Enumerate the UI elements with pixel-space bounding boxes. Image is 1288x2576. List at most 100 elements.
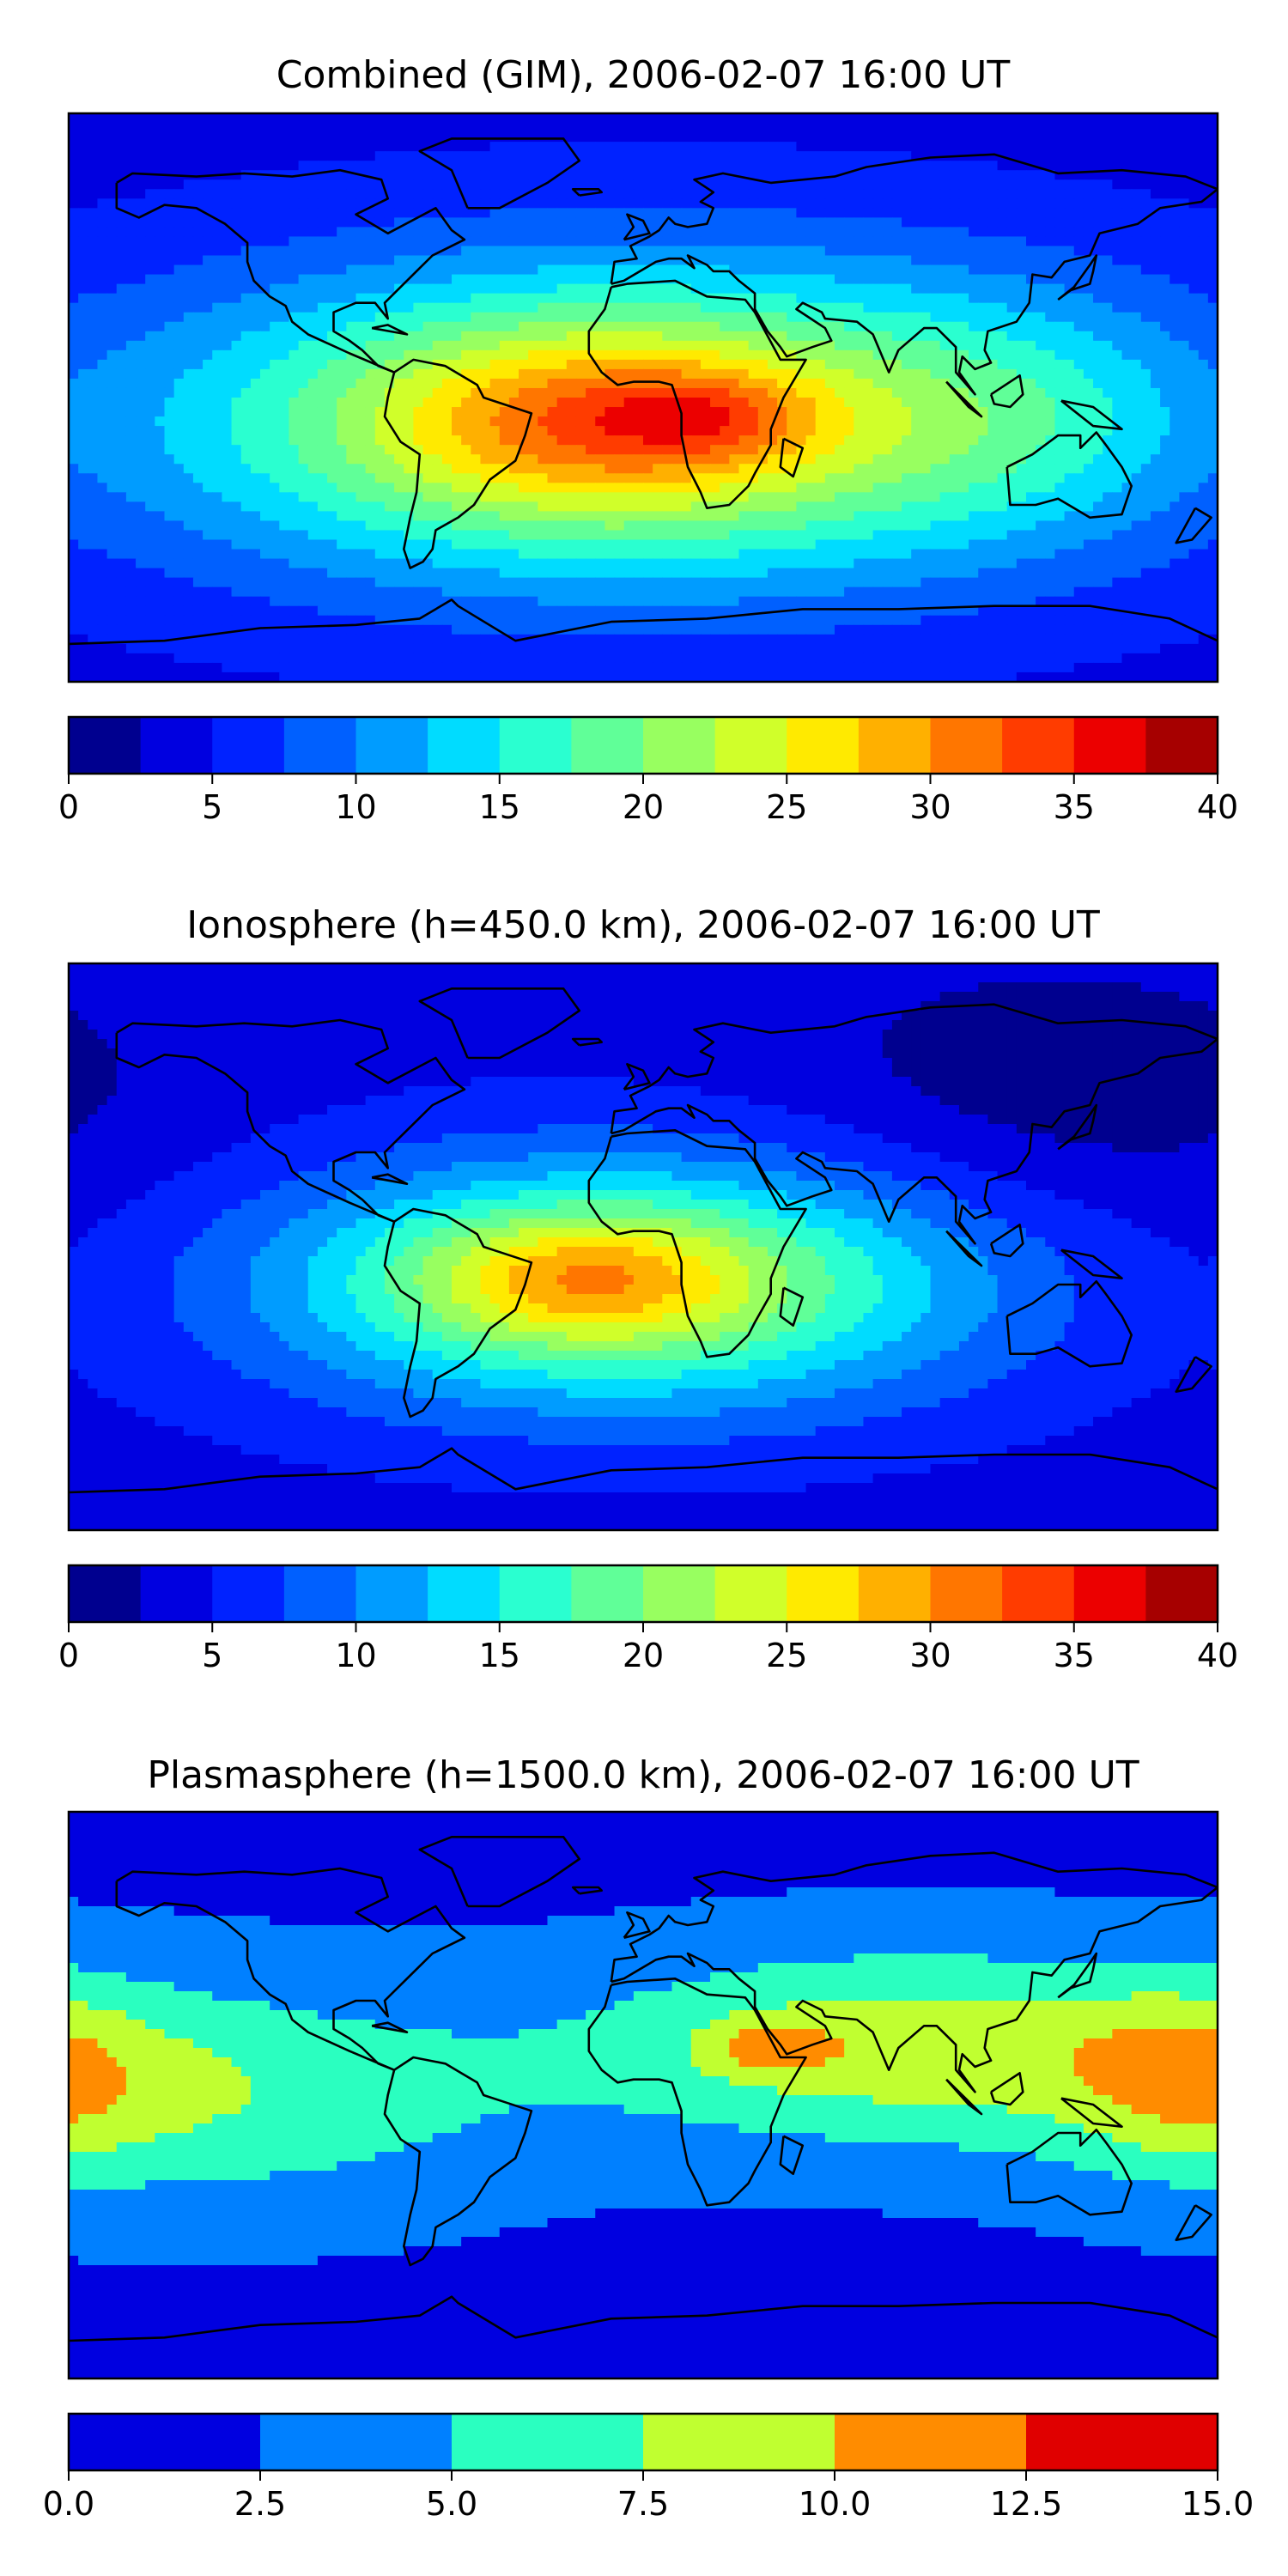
coastline-path <box>69 1447 1218 1494</box>
coastline-path <box>115 1867 466 2071</box>
coastline-path <box>1175 507 1212 544</box>
coastline-path <box>989 1224 1024 1258</box>
colorbar-segment <box>643 717 716 774</box>
colorbar-segment <box>69 717 142 774</box>
coastline-path <box>1005 1280 1133 1368</box>
colorbar-segment <box>787 717 860 774</box>
coastline-path <box>779 1286 805 1327</box>
colorbar-segment <box>499 717 572 774</box>
coastline-path <box>623 1063 651 1091</box>
coastline-path <box>69 598 1218 646</box>
colorbar-tick-label: 0 <box>58 788 79 826</box>
coastline-path <box>1005 431 1133 519</box>
colorbar-segment <box>1002 717 1075 774</box>
colorbar-tick-label: 5.0 <box>426 2485 477 2523</box>
panel-combined: Combined (GIM), 2006-02-07 16:00 UT 0 5 10… <box>58 53 1238 826</box>
tec-field <box>69 1812 1218 2379</box>
colorbar-segment <box>1145 717 1218 774</box>
coastline-path <box>779 437 805 478</box>
colorbar: 0.0 2.5 5.0 7.5 10.0 12.5 15.0 <box>43 2412 1255 2523</box>
map-title: Ionosphere (h=450.0 km), 2006-02-07 16:0… <box>186 903 1100 947</box>
colorbar-tick-label: 15 <box>479 788 520 826</box>
colorbar-segment <box>1026 2414 1218 2470</box>
colorbar-segment <box>260 2414 453 2470</box>
contour-map <box>67 112 1219 683</box>
colorbar-segment <box>355 717 428 774</box>
colorbar-segment <box>1002 1565 1075 1622</box>
colorbar-tick-label: 5 <box>202 1637 222 1674</box>
coastline-path <box>610 153 1218 396</box>
coastline-path <box>989 374 1024 409</box>
coastline-path <box>115 168 466 374</box>
coastline-path <box>371 2021 409 2033</box>
colorbar: 0 5 10 15 20 25 30 35 40 <box>58 1564 1238 1674</box>
coastlines <box>69 1836 1218 2342</box>
coastline-path <box>383 358 533 569</box>
colorbar-tick-label: 10 <box>335 1637 376 1674</box>
colorbar-tick-label: 20 <box>623 1637 664 1674</box>
colorbar-segment <box>930 717 1003 774</box>
colorbar-segment <box>714 717 787 774</box>
coastline-path <box>623 1911 651 1939</box>
colorbar-segment <box>787 1565 860 1622</box>
colorbar-segment <box>140 717 213 774</box>
coastline-path <box>945 1230 983 1267</box>
colorbar-segment <box>283 717 357 774</box>
coastline-path <box>1060 1249 1123 1279</box>
coastline-path <box>945 2078 983 2116</box>
map-frame <box>67 1810 1219 2380</box>
coastline-path <box>69 2295 1218 2342</box>
colorbar-tick-label: 25 <box>766 788 807 826</box>
coastline-path <box>571 1886 604 1895</box>
colorbar-segment <box>69 2414 261 2470</box>
tec-field <box>69 963 1218 1530</box>
coastline-path <box>1057 1103 1098 1151</box>
colorbar-segment <box>499 1565 572 1622</box>
colorbar-segment <box>1073 1565 1146 1622</box>
coastline-path <box>1057 1952 1098 1999</box>
colorbar-segment <box>930 1565 1003 1622</box>
colorbar-segment <box>858 1565 932 1622</box>
colorbar-tick-label: 10 <box>335 788 376 826</box>
colorbar-tick-label: 25 <box>766 1637 807 1674</box>
coastline-path <box>587 1978 807 2207</box>
colorbar-tick-label: 0 <box>58 1637 79 1674</box>
colorbar-tick-label: 0.0 <box>43 2485 94 2523</box>
coastline-path <box>587 279 807 510</box>
coastline-path <box>623 213 651 241</box>
colorbar-tick-label: 15.0 <box>1182 2485 1255 2523</box>
colorbar-segment <box>69 1565 142 1622</box>
colorbar-segment <box>428 717 501 774</box>
map-frame <box>67 962 1219 1532</box>
coastline-path <box>571 188 604 197</box>
colorbar-segment <box>571 717 644 774</box>
coastline-path <box>1057 254 1098 301</box>
contour-map <box>67 1810 1219 2380</box>
coastline-path <box>1175 1356 1212 1393</box>
coastline-path <box>989 2072 1024 2106</box>
coastline-path <box>610 1003 1218 1245</box>
colorbar-tick-label: 30 <box>909 788 951 826</box>
colorbar-segment <box>643 1565 716 1622</box>
coastline-path <box>1060 399 1123 431</box>
coastlines <box>69 987 1218 1494</box>
colorbar-segment <box>571 1565 644 1622</box>
colorbar-segment <box>643 2414 835 2470</box>
coastline-path <box>587 1129 807 1358</box>
colorbar-tick-label: 10.0 <box>799 2485 872 2523</box>
coastline-path <box>1175 2204 1212 2241</box>
colorbar-segment <box>714 1565 787 1622</box>
colorbar-tick-label: 30 <box>909 1637 951 1674</box>
colorbar-tick-label: 5 <box>202 788 222 826</box>
colorbar-segment <box>858 717 932 774</box>
map-frame <box>67 112 1219 683</box>
colorbar-segment <box>140 1565 213 1622</box>
colorbar-segment <box>283 1565 357 1622</box>
coastline-path <box>945 380 983 418</box>
colorbar-tick-label: 35 <box>1054 788 1095 826</box>
colorbar-tick-label: 7.5 <box>617 2485 669 2523</box>
panel-plasmasphere: Plasmasphere (h=1500.0 km), 2006-02-07 1… <box>43 1753 1255 2523</box>
map-title: Combined (GIM), 2006-02-07 16:00 UT <box>276 53 1011 97</box>
colorbar-segment <box>452 2414 644 2470</box>
